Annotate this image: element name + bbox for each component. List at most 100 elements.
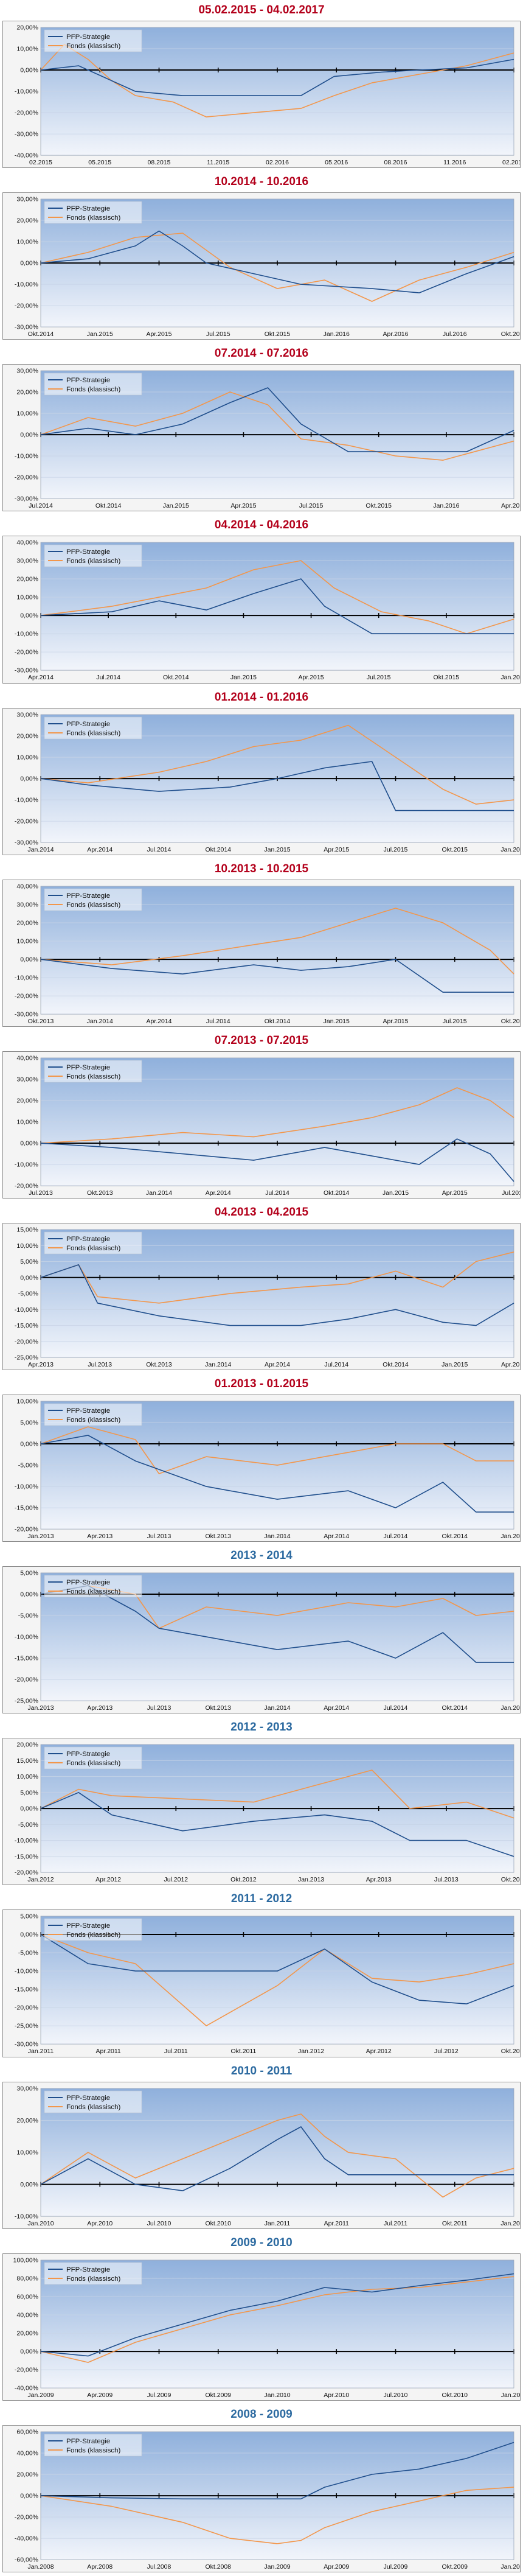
chart-plot-frame: 40,00% 30,00% 20,00% 10,00% 0,00% -10,00% -20,… [2, 879, 521, 1027]
y-tick-label: 20,00% [16, 2471, 38, 2478]
chart-svg: 20,00% 10,00% 0,00% -10,00% -20,00% -30,00% -4… [15, 24, 520, 166]
y-tick-label: 60,00% [16, 2294, 38, 2300]
x-tick-label: Apr.2014 [87, 847, 113, 853]
y-tick-label: 0,00% [20, 1806, 38, 1813]
y-tick-label: -10,00% [15, 453, 38, 460]
y-tick-label: -30,00% [15, 1011, 38, 1018]
series-line-fonds-klassisch [40, 2113, 514, 2197]
y-tick-label: 20,00% [16, 576, 38, 583]
x-tick-label: Jan.2015 [442, 1362, 468, 1368]
x-tick-label: Jan.2008 [27, 2564, 54, 2571]
y-tick-label: -30,00% [15, 2042, 38, 2048]
y-tick-label: 20,00% [16, 218, 38, 225]
y-tick-label: -25,00% [15, 1355, 38, 1362]
x-tick-label: Jan.2009 [27, 2392, 54, 2399]
legend: PFP-Strategie Fonds (klassisch) [44, 545, 142, 567]
y-tick-label: -15,00% [15, 1505, 38, 1512]
legend-box [44, 1919, 142, 1941]
y-tick-label: -10,00% [15, 797, 38, 803]
series-line-pfp-strategie [40, 1138, 514, 1182]
chart-svg: 40,00% 30,00% 20,00% 10,00% 0,00% -10,00% -20,… [15, 1055, 520, 1197]
x-tick-label: Jan.2015 [383, 1190, 409, 1197]
y-tick-label: -40,00% [15, 2535, 38, 2542]
legend-label: PFP-Strategie [66, 205, 110, 212]
chart-svg: 30,00% 20,00% 10,00% 0,00% -10,00% -20,00% -30… [15, 197, 520, 338]
y-tick-label: 30,00% [16, 197, 38, 203]
legend-label: PFP-Strategie [66, 2266, 110, 2273]
axis-frame [40, 1572, 514, 1701]
y-tick-label: 0,00% [20, 1275, 38, 1281]
legend-label: PFP-Strategie [66, 2438, 110, 2445]
y-tick-label: 0,00% [20, 2182, 38, 2188]
x-tick-label: Jul.2014 [29, 503, 53, 509]
x-tick-label: Okt.2013 [205, 1705, 231, 1712]
legend-box [44, 1403, 142, 1426]
x-tick-label: Apr.2014 [147, 1018, 172, 1025]
legend-box [44, 2262, 142, 2285]
y-tick-label: -20,00% [15, 1183, 38, 1189]
legend-label: PFP-Strategie [66, 1922, 110, 1930]
x-tick-label: Apr.2013 [366, 1877, 392, 1883]
y-tick-label: -40,00% [15, 153, 38, 159]
x-tick-label: Okt.2013 [28, 1018, 54, 1025]
series-line-pfp-strategie [40, 760, 514, 811]
chart-title: 2010 - 2011 [230, 2064, 293, 2077]
x-tick-label: Jan.2010 [500, 2564, 520, 2571]
y-tick-label: -10,00% [15, 1969, 38, 1975]
x-tick-label: Jan.2010 [264, 2392, 290, 2399]
x-tick-label: Okt.2012 [230, 1877, 257, 1883]
legend-label: PFP-Strategie [66, 1236, 110, 1243]
legend-label: PFP-Strategie [66, 33, 110, 41]
y-tick-label: -20,00% [15, 1339, 38, 1345]
x-tick-label: Jul.2014 [96, 675, 120, 682]
legend-label: Fonds (klassisch) [66, 1073, 121, 1080]
y-tick-label: -10,00% [15, 1307, 38, 1314]
y-tick-label: 0,00% [20, 2493, 38, 2499]
y-tick-label: 10,00% [16, 1399, 38, 1405]
x-tick-label: Jul.2012 [434, 2049, 459, 2056]
x-tick-label: Apr.2014 [324, 1533, 349, 1540]
legend-label: PFP-Strategie [66, 721, 110, 728]
y-tick-label: -5,00% [18, 1463, 38, 1469]
series-line-pfp-strategie [40, 387, 514, 453]
legend: PFP-Strategie Fonds (klassisch) [44, 2090, 142, 2113]
x-tick-label: Apr.2014 [206, 1190, 231, 1197]
legend-box [44, 545, 142, 567]
y-tick-label: -20,00% [15, 818, 38, 825]
x-tick-label: Jan.2014 [205, 1362, 231, 1368]
x-tick-label: 05.2015 [88, 159, 111, 166]
series-line-pfp-strategie [40, 1264, 514, 1326]
y-tick-label: -5,00% [18, 1950, 38, 1957]
y-tick-label: 15,00% [16, 1227, 38, 1233]
chart-plot-frame: 5,00% 0,00% -5,00% -10,00% -15,00% -20,00% -25… [2, 1909, 521, 2057]
legend: PFP-Strategie Fonds (klassisch) [44, 201, 142, 224]
x-tick-label: Apr.2015 [230, 503, 256, 509]
y-tick-label: 10,00% [16, 1774, 38, 1780]
y-tick-label: -20,00% [15, 475, 38, 481]
legend-box [44, 29, 142, 52]
x-tick-label: Okt.2013 [87, 1190, 113, 1197]
chart-plot-frame: 15,00% 10,00% 5,00% 0,00% -5,00% -10,00% -15,0… [2, 1222, 521, 1371]
y-tick-label: 40,00% [16, 1055, 38, 1062]
legend: PFP-Strategie Fonds (klassisch) [44, 373, 142, 396]
x-tick-label: Jan.2015 [500, 1533, 520, 1540]
x-tick-label: Jan.2016 [500, 847, 520, 853]
x-tick-label: Apr.2014 [265, 1362, 290, 1368]
x-tick-label: Okt.2012 [501, 2049, 520, 2056]
x-tick-label: Jul.2015 [384, 847, 408, 853]
x-tick-label: Apr.2010 [87, 2221, 113, 2227]
x-tick-label: Okt.2015 [434, 675, 460, 682]
x-tick-label: Okt.2014 [442, 1533, 468, 1540]
x-tick-label: Jul.2014 [384, 1705, 408, 1712]
y-tick-label: -60,00% [15, 2557, 38, 2563]
y-tick-label: -15,00% [15, 1854, 38, 1861]
legend-label: Fonds (klassisch) [66, 1760, 121, 1767]
x-tick-label: Jul.2014 [206, 1018, 230, 1025]
x-tick-label: Apr.2015 [501, 1362, 520, 1368]
chart-svg: 30,00% 20,00% 10,00% 0,00% -10,00% -20,00% -30… [15, 368, 520, 510]
series-line-fonds-klassisch [40, 233, 514, 303]
chart-plot-frame: 30,00% 20,00% 10,00% 0,00% -10,00% -20,00% -30… [2, 364, 521, 512]
legend-label: PFP-Strategie [66, 1407, 110, 1415]
legend: PFP-Strategie Fonds (klassisch) [44, 1060, 142, 1083]
